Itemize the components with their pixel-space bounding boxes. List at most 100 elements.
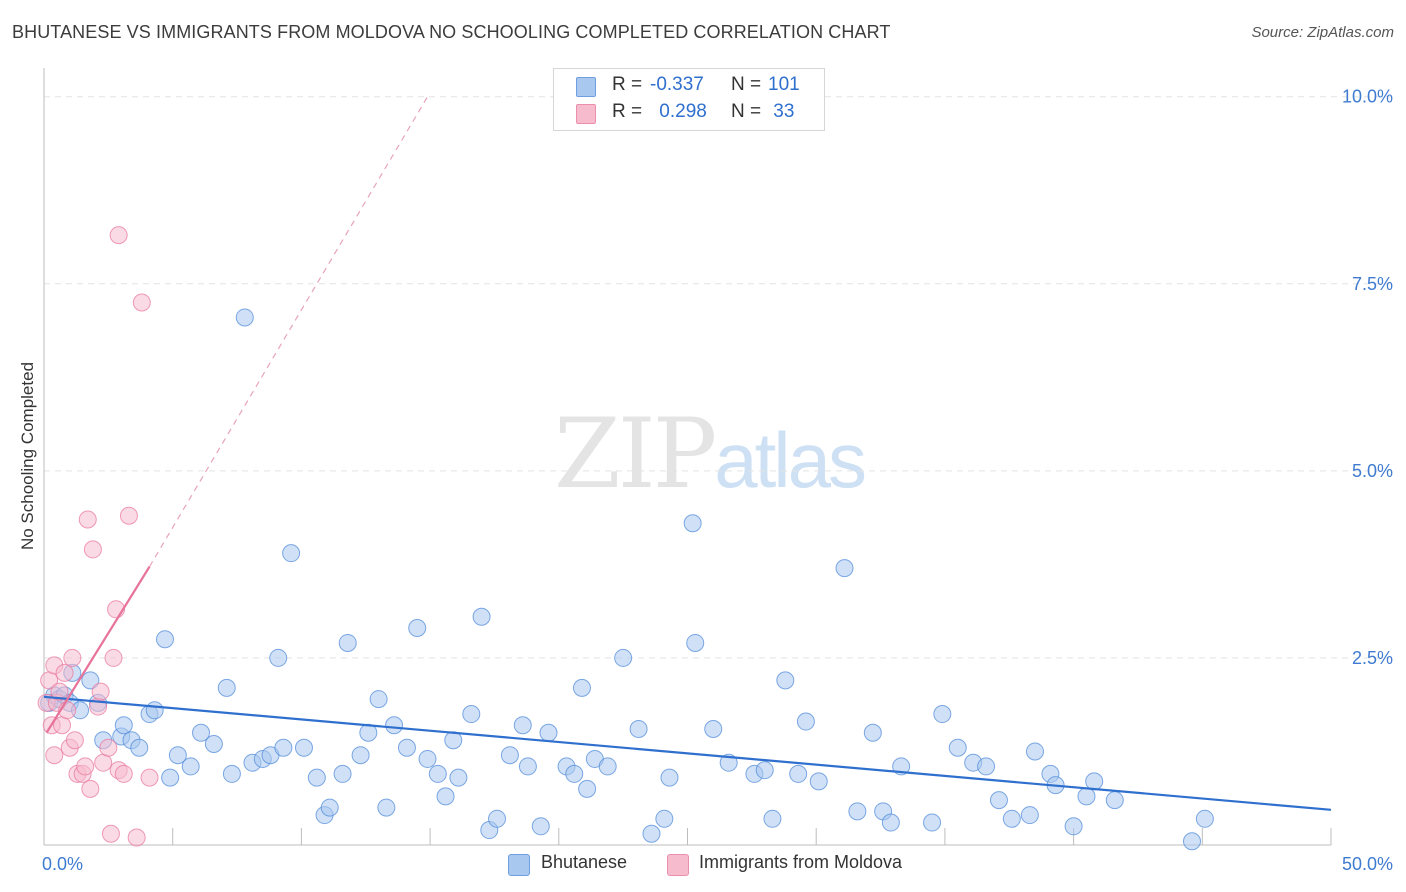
stats-swatch-bhutanese xyxy=(576,77,596,97)
legend-item-bhutanese[interactable]: Bhutanese xyxy=(508,852,688,876)
stats-n-value: 101 xyxy=(768,74,800,95)
stats-n-label: N = xyxy=(731,101,762,122)
bhutanese-point xyxy=(1195,809,1214,828)
stats-r-value: 0.298 xyxy=(654,101,707,122)
stats-row-moldova: R = 0.298 N = 33 xyxy=(554,101,824,127)
moldova-point xyxy=(63,648,82,667)
bhutanese-point xyxy=(294,738,313,757)
bhutanese-point xyxy=(369,690,388,709)
bhutanese-point xyxy=(155,630,174,649)
bhutanese-point xyxy=(488,809,507,828)
bhutanese-point xyxy=(1025,742,1044,761)
x-tick-label: 0.0% xyxy=(42,854,83,874)
bhutanese-point xyxy=(274,738,293,757)
bhutanese-point xyxy=(704,720,723,739)
bhutanese-trend-line xyxy=(43,695,1332,811)
stats-n-value: 33 xyxy=(768,101,795,122)
stats-row-bhutanese: R = -0.337 N = 101 xyxy=(554,74,824,100)
x-tick-label: 50.0% xyxy=(1342,854,1393,874)
bhutanese-point xyxy=(192,723,211,742)
bhutanese-point xyxy=(282,544,301,563)
bhutanese-point xyxy=(436,787,455,806)
legend-swatch-bhutanese xyxy=(508,854,530,876)
bhutanese-point xyxy=(513,716,532,735)
bhutanese-point xyxy=(686,633,705,652)
bhutanese-point xyxy=(222,764,241,783)
moldova-point xyxy=(114,764,133,783)
bhutanese-point xyxy=(377,798,396,817)
chart-title: BHUTANESE VS IMMIGRANTS FROM MOLDOVA NO … xyxy=(12,22,891,42)
bhutanese-point xyxy=(114,716,133,735)
bhutanese-point xyxy=(462,705,481,724)
watermark: ZIPatlas xyxy=(554,398,867,510)
watermark-atlas: atlas xyxy=(714,416,867,504)
bhutanese-point xyxy=(145,701,164,720)
bhutanese-point xyxy=(1085,772,1104,791)
bhutanese-point xyxy=(428,764,447,783)
bhutanese-point xyxy=(881,813,900,832)
moldova-point xyxy=(50,682,69,701)
stats-n-label: N = xyxy=(731,74,762,95)
legend-label-bhutanese: Bhutanese xyxy=(541,852,628,872)
bhutanese-point xyxy=(500,746,519,765)
legend-swatch-moldova xyxy=(667,854,689,876)
source-label: Source: ZipAtlas.com xyxy=(1251,24,1394,41)
bhutanese-point xyxy=(660,768,679,787)
bhutanese-point xyxy=(642,824,661,843)
moldova-point xyxy=(45,746,64,765)
moldova-point xyxy=(81,779,100,798)
bhutanese-point xyxy=(333,764,352,783)
bhutanese-point xyxy=(181,757,200,776)
legend-item-moldova[interactable]: Immigrants from Moldova xyxy=(667,852,967,876)
bhutanese-point xyxy=(848,802,867,821)
bhutanese-point xyxy=(1002,809,1021,828)
moldova-point xyxy=(132,293,151,312)
bhutanese-point xyxy=(977,757,996,776)
bhutanese-point xyxy=(629,720,648,739)
bhutanese-point xyxy=(518,757,537,776)
stats-r-label: R = xyxy=(612,101,643,122)
moldova-point xyxy=(101,824,120,843)
bhutanese-point xyxy=(385,716,404,735)
bhutanese-point xyxy=(217,678,236,697)
bhutanese-point xyxy=(397,738,416,757)
bhutanese-point xyxy=(948,738,967,757)
bhutanese-point xyxy=(204,734,223,753)
bhutanese-point xyxy=(683,514,702,533)
bhutanese-point xyxy=(863,723,882,742)
bhutanese-point xyxy=(408,618,427,637)
bhutanese-point xyxy=(235,308,254,327)
bhutanese-point xyxy=(1183,832,1202,851)
bhutanese-point xyxy=(835,559,854,578)
stats-r-label: R = xyxy=(612,74,643,95)
bhutanese-point xyxy=(572,678,591,697)
bhutanese-point xyxy=(320,798,339,817)
bhutanese-point xyxy=(598,757,617,776)
bhutanese-point xyxy=(776,671,795,690)
bhutanese-point xyxy=(933,705,952,724)
bhutanese-point xyxy=(789,764,808,783)
moldova-point xyxy=(65,731,84,750)
bhutanese-point xyxy=(809,772,828,791)
moldova-point xyxy=(78,510,97,529)
stats-swatch-moldova xyxy=(576,104,596,124)
moldova-trend-line xyxy=(45,566,151,734)
bhutanese-point xyxy=(655,809,674,828)
bhutanese-point xyxy=(614,648,633,667)
moldova-point xyxy=(127,828,146,847)
moldova-point xyxy=(109,226,128,245)
moldova-point xyxy=(99,738,118,757)
bhutanese-point xyxy=(269,648,288,667)
bhutanese-point xyxy=(755,761,774,780)
bhutanese-point xyxy=(161,768,180,787)
bhutanese-point xyxy=(338,633,357,652)
legend-label-moldova: Immigrants from Moldova xyxy=(699,852,903,872)
y-tick-label: 7.5% xyxy=(1352,274,1393,294)
correlation-stats-box: R = -0.337 N = 101 R = 0.298 N = 33 xyxy=(553,68,825,131)
bhutanese-point xyxy=(565,764,584,783)
bhutanese-point xyxy=(351,746,370,765)
bhutanese-point xyxy=(763,809,782,828)
moldova-point xyxy=(94,753,113,772)
moldova-point xyxy=(104,648,123,667)
bhutanese-point xyxy=(989,791,1008,810)
